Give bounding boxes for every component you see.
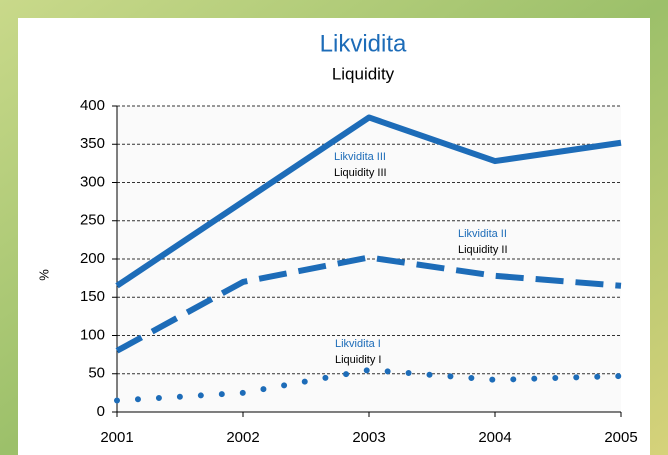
series-label-en: Liquidity II [458,244,508,256]
series-label-en: Liquidity III [334,167,387,179]
y-tick-label: 150 [80,288,105,305]
y-axis-label: % [36,269,51,281]
y-tick-label: 50 [88,365,105,382]
x-tick-label: 2001 [100,429,133,446]
y-tick-label: 350 [80,135,105,152]
y-tick-label: 400 [80,97,105,114]
y-tick-label: 200 [80,250,105,267]
series-label: Likvidita I [335,338,381,350]
x-tick-label: 2002 [226,429,259,446]
series-label-en: Liquidity I [335,354,381,366]
series-label: Likvidita III [334,151,386,163]
chart: Likvidita Liquidity % 0 50 100 150 200 250 300… [0,0,668,455]
chart-title: Likvidita [320,30,407,57]
series-label: Likvidita II [458,228,507,240]
x-tick-label: 2005 [604,429,637,446]
y-tick-label: 250 [80,212,105,229]
y-tick-label: 100 [80,326,105,343]
y-tick-label: 0 [97,403,105,420]
chart-subtitle: Liquidity [332,64,395,83]
y-tick-label: 300 [80,173,105,190]
x-tick-label: 2004 [478,429,511,446]
x-tick-label: 2003 [352,429,385,446]
